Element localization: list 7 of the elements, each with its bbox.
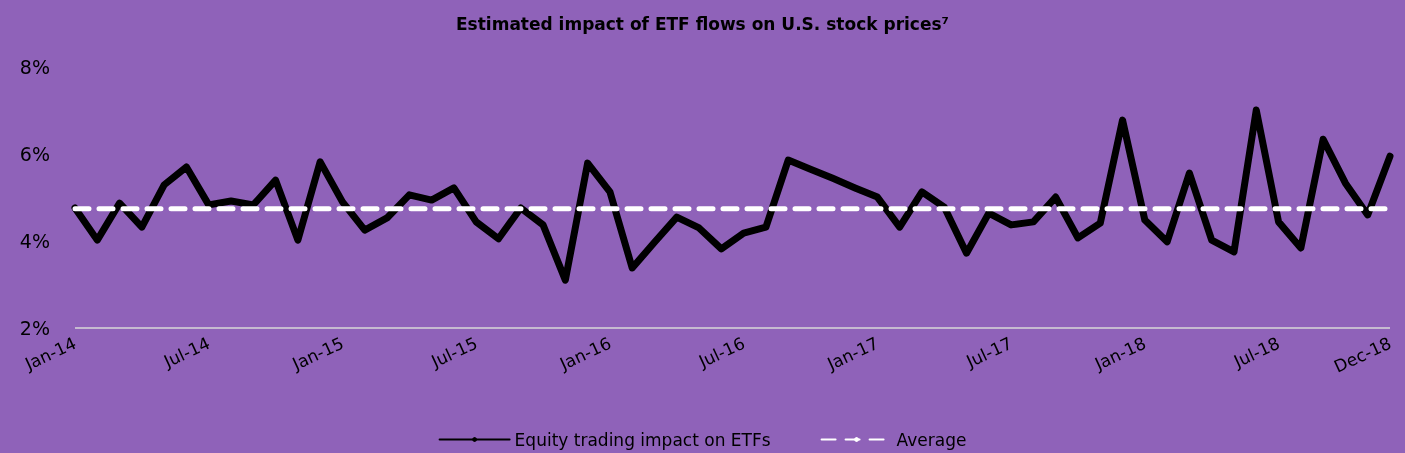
y-tick-label: 6%: [19, 143, 50, 165]
legend-label: Average: [896, 429, 967, 450]
y-tick-label: 4%: [19, 230, 50, 252]
y-tick-label: 2%: [19, 317, 50, 339]
y-tick-label: 8%: [19, 56, 50, 78]
chart-title: Estimated impact of ETF flows on U.S. stock prices⁷: [455, 13, 950, 34]
legend-label: Equity trading impact on ETFs: [514, 429, 771, 450]
